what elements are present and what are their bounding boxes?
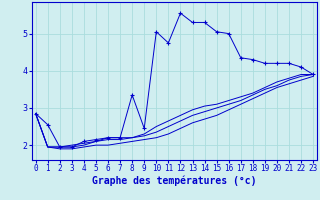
X-axis label: Graphe des températures (°c): Graphe des températures (°c) bbox=[92, 176, 257, 186]
